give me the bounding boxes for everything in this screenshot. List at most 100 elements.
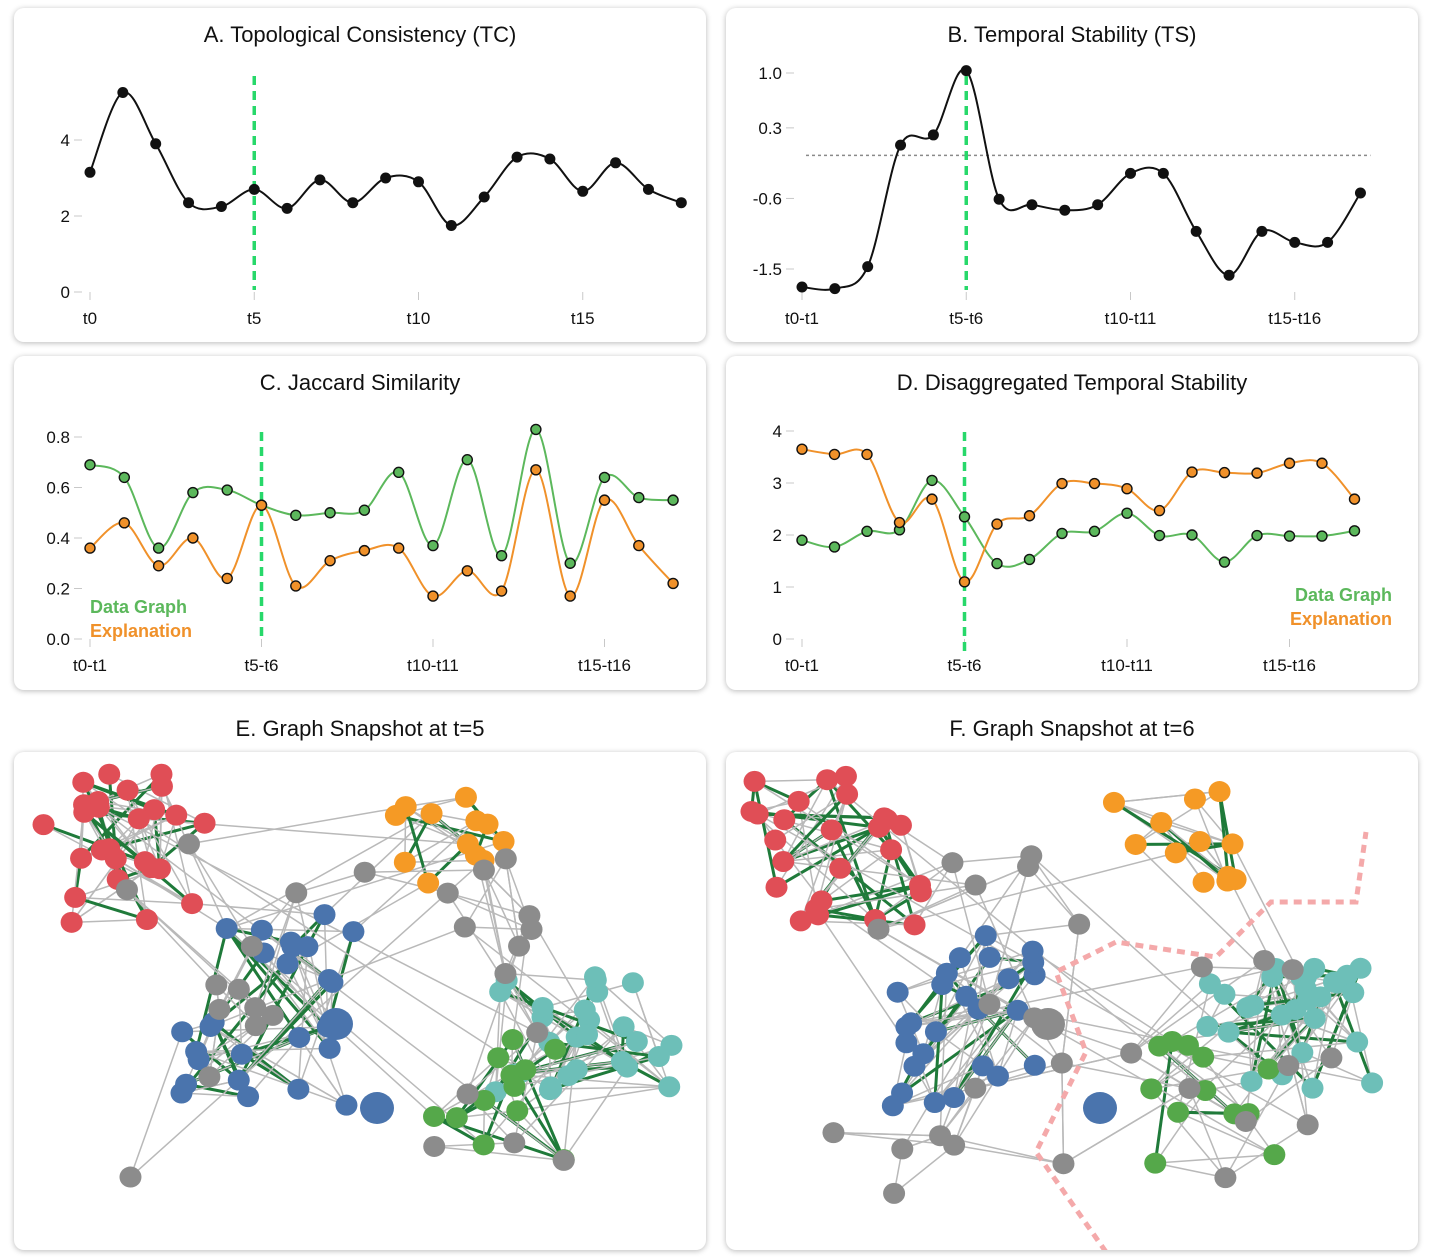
graph-node bbox=[883, 1182, 906, 1204]
graph-edge bbox=[1030, 855, 1080, 925]
graph-edge bbox=[1113, 801, 1233, 845]
graph-edge bbox=[447, 892, 538, 1033]
graph-node bbox=[318, 1037, 341, 1059]
y-tick-label: 0 bbox=[61, 283, 70, 302]
graph-node bbox=[943, 1087, 966, 1109]
panel-b: B. Temporal Stability (TS) 1.0 0.3 -0.6 -1.… bbox=[726, 8, 1418, 342]
data-point bbox=[1088, 525, 1101, 538]
data-point bbox=[1316, 457, 1328, 469]
graph-node bbox=[193, 812, 216, 834]
graph-edge bbox=[906, 966, 1203, 1028]
graph-edge bbox=[632, 982, 670, 1088]
data-point bbox=[577, 185, 589, 197]
data-point bbox=[861, 448, 873, 461]
data-point bbox=[1121, 483, 1133, 495]
graph-node bbox=[150, 775, 173, 797]
graph-node bbox=[867, 918, 890, 940]
graph-node bbox=[198, 1066, 221, 1088]
graph-node bbox=[886, 981, 909, 1003]
data-point bbox=[1186, 466, 1198, 478]
graph-node bbox=[740, 800, 763, 822]
graph-node bbox=[1236, 997, 1259, 1019]
graph-node bbox=[60, 911, 83, 933]
graph-node bbox=[1301, 1077, 1324, 1099]
graph-edge bbox=[815, 794, 848, 910]
graph-node bbox=[116, 779, 139, 801]
data-point bbox=[1023, 553, 1036, 566]
node-layer bbox=[740, 765, 1384, 1204]
graph-edge bbox=[1263, 960, 1309, 1125]
graph-edge bbox=[935, 1009, 1018, 1033]
x-tick-label: t0-t1 bbox=[73, 656, 107, 675]
graph-edge bbox=[1155, 1162, 1226, 1179]
explanation-edge bbox=[782, 793, 849, 863]
graph-node bbox=[199, 1015, 222, 1037]
graph-edge bbox=[840, 867, 976, 886]
data-point bbox=[150, 138, 162, 150]
data-point bbox=[530, 423, 542, 436]
graph-edge bbox=[1061, 1062, 1190, 1090]
x-tick-label: t5-t6 bbox=[949, 309, 983, 328]
graph-node bbox=[503, 1132, 526, 1154]
graph-node-hub bbox=[1083, 1092, 1117, 1124]
data-point bbox=[530, 464, 542, 476]
graph-node bbox=[773, 809, 796, 831]
data-point bbox=[152, 560, 165, 572]
data-point bbox=[1354, 187, 1366, 199]
x-tick-label: t10-t11 bbox=[1101, 656, 1153, 675]
graph-edge bbox=[1032, 950, 1173, 1043]
graph-node bbox=[508, 935, 531, 957]
graph-edge bbox=[817, 861, 953, 916]
graph-snapshot-t6 bbox=[740, 765, 1384, 1250]
data-point bbox=[598, 471, 611, 484]
data-point bbox=[290, 509, 302, 521]
community-boundary bbox=[1033, 831, 1369, 1250]
graph-node bbox=[342, 921, 365, 943]
graph-edge bbox=[1330, 992, 1355, 1059]
graph-node bbox=[518, 905, 541, 927]
graph-node bbox=[1213, 983, 1236, 1005]
graph-edge bbox=[188, 843, 253, 947]
graph-node bbox=[472, 1134, 495, 1156]
graph-node bbox=[1281, 959, 1304, 981]
graph-edge bbox=[594, 976, 672, 1046]
graph-node bbox=[1192, 871, 1215, 893]
data-point bbox=[1316, 530, 1328, 542]
graph-node bbox=[1068, 913, 1091, 935]
graph-node bbox=[1234, 1110, 1257, 1132]
panel-b-chart: 1.0 0.3 -0.6 -1.5 t0-t1 t5-t6 t10-t11 t15-t16 bbox=[753, 64, 1371, 328]
graph-node bbox=[584, 966, 606, 988]
graph-node bbox=[276, 953, 299, 975]
graph-edge bbox=[226, 927, 354, 933]
data-point bbox=[495, 585, 508, 597]
data-point bbox=[544, 153, 556, 165]
graph-node bbox=[73, 801, 96, 823]
data-point bbox=[117, 87, 129, 98]
graph-edge bbox=[1194, 798, 1229, 882]
data-point bbox=[255, 499, 268, 511]
explanation-edge bbox=[933, 984, 944, 1103]
graph-node bbox=[1190, 956, 1213, 978]
graph-node bbox=[135, 909, 158, 931]
series-line-0 bbox=[89, 91, 682, 227]
data-point bbox=[393, 466, 405, 479]
graph-edge bbox=[878, 884, 976, 930]
series-line-data-graph bbox=[89, 428, 674, 565]
graph-node bbox=[420, 803, 443, 825]
graph-edge bbox=[800, 793, 848, 922]
series-line-0 bbox=[801, 68, 1362, 291]
panel-a-chart: 0 2 4 t0 t5 t10 t15 bbox=[61, 76, 687, 328]
graph-node bbox=[552, 1149, 575, 1171]
graph-node bbox=[393, 851, 416, 873]
graph-edge bbox=[934, 1009, 1019, 1104]
explanation-edge bbox=[1153, 1041, 1174, 1164]
data-point bbox=[118, 471, 131, 484]
graph-node bbox=[208, 998, 231, 1020]
graph-edge bbox=[513, 1032, 538, 1143]
graph-node bbox=[227, 1069, 250, 1091]
y-tick-label: 0.2 bbox=[46, 580, 70, 599]
graph-node bbox=[72, 771, 95, 793]
graph-node bbox=[880, 839, 903, 861]
data-point bbox=[183, 197, 195, 209]
data-point bbox=[187, 486, 199, 499]
